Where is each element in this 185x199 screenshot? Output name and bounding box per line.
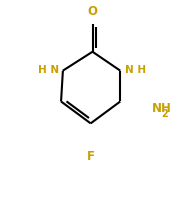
Text: H N: H N	[38, 65, 60, 75]
Text: NH: NH	[152, 102, 171, 115]
Text: O: O	[88, 5, 97, 19]
Text: N H: N H	[125, 65, 147, 75]
Text: 2: 2	[161, 109, 168, 119]
Text: F: F	[87, 150, 95, 163]
